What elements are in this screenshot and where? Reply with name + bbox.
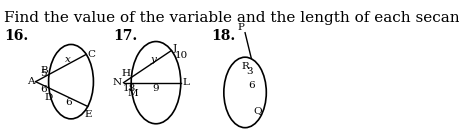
Text: B: B [41, 66, 49, 75]
Text: Find the value of the variable and the length of each secant segment.: Find the value of the variable and the l… [4, 11, 459, 25]
Text: 6: 6 [40, 85, 47, 94]
Text: 18: 18 [123, 84, 136, 93]
Text: 5: 5 [39, 69, 46, 78]
Text: 9: 9 [153, 84, 159, 93]
Text: 10: 10 [174, 51, 188, 60]
Text: J: J [173, 44, 177, 53]
Text: 3: 3 [246, 67, 252, 76]
Text: 6: 6 [248, 81, 255, 89]
Text: E: E [84, 110, 92, 119]
Text: Q: Q [253, 106, 262, 115]
Text: H: H [121, 69, 130, 78]
Text: R: R [242, 62, 250, 71]
Text: x: x [65, 55, 71, 64]
Text: 16.: 16. [4, 29, 28, 43]
Text: M: M [127, 89, 138, 98]
Text: y: y [151, 55, 157, 63]
Text: P: P [238, 23, 245, 32]
Text: A: A [27, 77, 34, 86]
Text: D: D [45, 93, 53, 102]
Text: C: C [87, 50, 95, 59]
Text: 6: 6 [65, 98, 72, 107]
Text: 18.: 18. [211, 29, 235, 43]
Text: N: N [112, 78, 122, 87]
Text: 17.: 17. [113, 29, 138, 43]
Text: L: L [183, 78, 190, 87]
